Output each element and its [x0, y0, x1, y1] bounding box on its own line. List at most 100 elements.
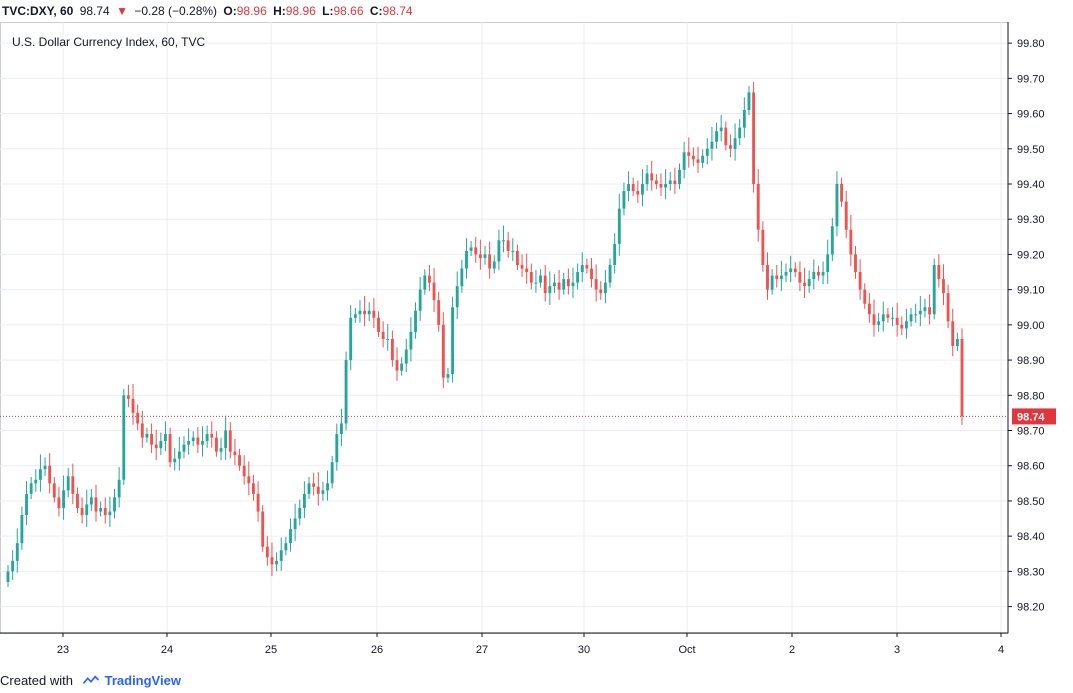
candle-body	[599, 289, 603, 294]
y-tick-label: 99.80	[1017, 38, 1045, 50]
candle-body	[321, 490, 325, 494]
candle-body	[261, 511, 265, 547]
y-tick-label: 98.80	[1017, 390, 1045, 402]
candle-body	[451, 307, 455, 375]
candle-body	[367, 310, 371, 315]
candle-body	[71, 476, 75, 494]
candle-body	[145, 434, 149, 438]
candle-body	[154, 444, 158, 449]
candle-body	[858, 272, 862, 290]
candle-body	[38, 469, 42, 480]
candle-body	[608, 264, 612, 283]
candle-body	[214, 437, 218, 452]
candle-body	[817, 272, 820, 276]
candle-body	[678, 169, 681, 184]
candle-body	[34, 479, 38, 484]
candle-body	[594, 279, 598, 290]
candle-body	[830, 226, 834, 255]
candle-body	[682, 152, 686, 170]
candle-body	[302, 493, 306, 508]
candle-body	[784, 272, 788, 276]
candle-body	[515, 250, 519, 265]
price-change-value: −0.28 (−0.28%)	[134, 4, 218, 18]
candle-body	[164, 434, 167, 442]
candle-body	[914, 314, 918, 316]
time-axis[interactable]: 23 24 25 26 27 30 Oct 2 3 4	[0, 632, 1008, 656]
candle-body	[789, 268, 793, 273]
candle-body	[57, 497, 61, 508]
candle-body	[25, 493, 28, 516]
candle-body	[733, 138, 737, 149]
candle-body	[881, 314, 885, 322]
candle-body	[696, 159, 700, 163]
candle-body	[404, 349, 408, 364]
candle-body	[298, 507, 302, 519]
candle-body	[43, 465, 47, 470]
candle-body	[603, 282, 607, 294]
candle-body	[891, 317, 894, 319]
candle-body	[432, 282, 436, 301]
candle-body	[691, 155, 695, 160]
candle-body	[761, 229, 765, 265]
y-tick-label: 98.20	[1017, 602, 1045, 614]
candle-body	[775, 275, 779, 280]
candle-body	[233, 451, 237, 456]
footer-credit: Created with TradingView	[0, 670, 181, 692]
x-tick-label: 23	[57, 644, 69, 656]
x-tick-label: 26	[371, 644, 383, 656]
candle-body	[742, 110, 746, 128]
candle-body	[904, 321, 908, 329]
symbol-label[interactable]: TVC:DXY, 60	[2, 4, 74, 18]
candle-series	[6, 81, 964, 588]
candle-body	[576, 272, 580, 283]
candle-body	[242, 465, 246, 477]
y-tick-label: 98.40	[1017, 531, 1045, 543]
candle-body	[571, 282, 575, 287]
candle-body	[52, 483, 56, 498]
tradingview-brand[interactable]: TradingView	[104, 673, 181, 688]
candle-body	[219, 448, 223, 452]
candle-body	[525, 268, 529, 273]
candle-body	[483, 254, 487, 258]
candle-body	[358, 310, 362, 315]
candle-body	[835, 183, 839, 227]
candle-body	[446, 374, 450, 378]
candle-body	[103, 507, 107, 516]
candle-body	[326, 483, 329, 491]
candle-body	[390, 338, 394, 361]
candle-body	[951, 321, 955, 346]
candle-body	[427, 275, 431, 283]
candle-body	[617, 208, 621, 244]
candle-body	[719, 127, 723, 132]
svg-text:98.74: 98.74	[1017, 411, 1045, 423]
candle-body	[724, 127, 728, 146]
y-tick-label: 99.20	[1017, 249, 1045, 261]
candle-body	[840, 183, 844, 202]
candle-body	[668, 180, 672, 184]
candle-body	[238, 455, 241, 466]
candle-body	[955, 338, 959, 346]
candle-body	[228, 430, 232, 452]
candle-body	[654, 180, 658, 184]
candle-body	[455, 286, 459, 308]
candle-body	[529, 272, 533, 283]
candle-body	[349, 317, 353, 361]
candle-body	[381, 331, 385, 339]
candle-body	[66, 476, 70, 491]
candle-body	[293, 518, 297, 530]
y-tick-label: 98.50	[1017, 496, 1045, 508]
candle-body	[205, 434, 209, 442]
price-axis[interactable]: 98.20 98.30 98.40 98.50 98.60 98.70 98.80 98.90…	[1007, 22, 1045, 633]
candle-body	[372, 310, 376, 318]
candle-body	[826, 254, 830, 273]
candle-body	[715, 131, 718, 142]
candle-body	[867, 303, 871, 315]
candle-body	[872, 314, 876, 325]
candle-body	[113, 497, 116, 512]
candle-body	[191, 437, 195, 442]
candle-body	[395, 360, 399, 371]
candle-body	[803, 282, 806, 287]
candle-body	[85, 504, 89, 516]
candle-body	[928, 307, 932, 315]
